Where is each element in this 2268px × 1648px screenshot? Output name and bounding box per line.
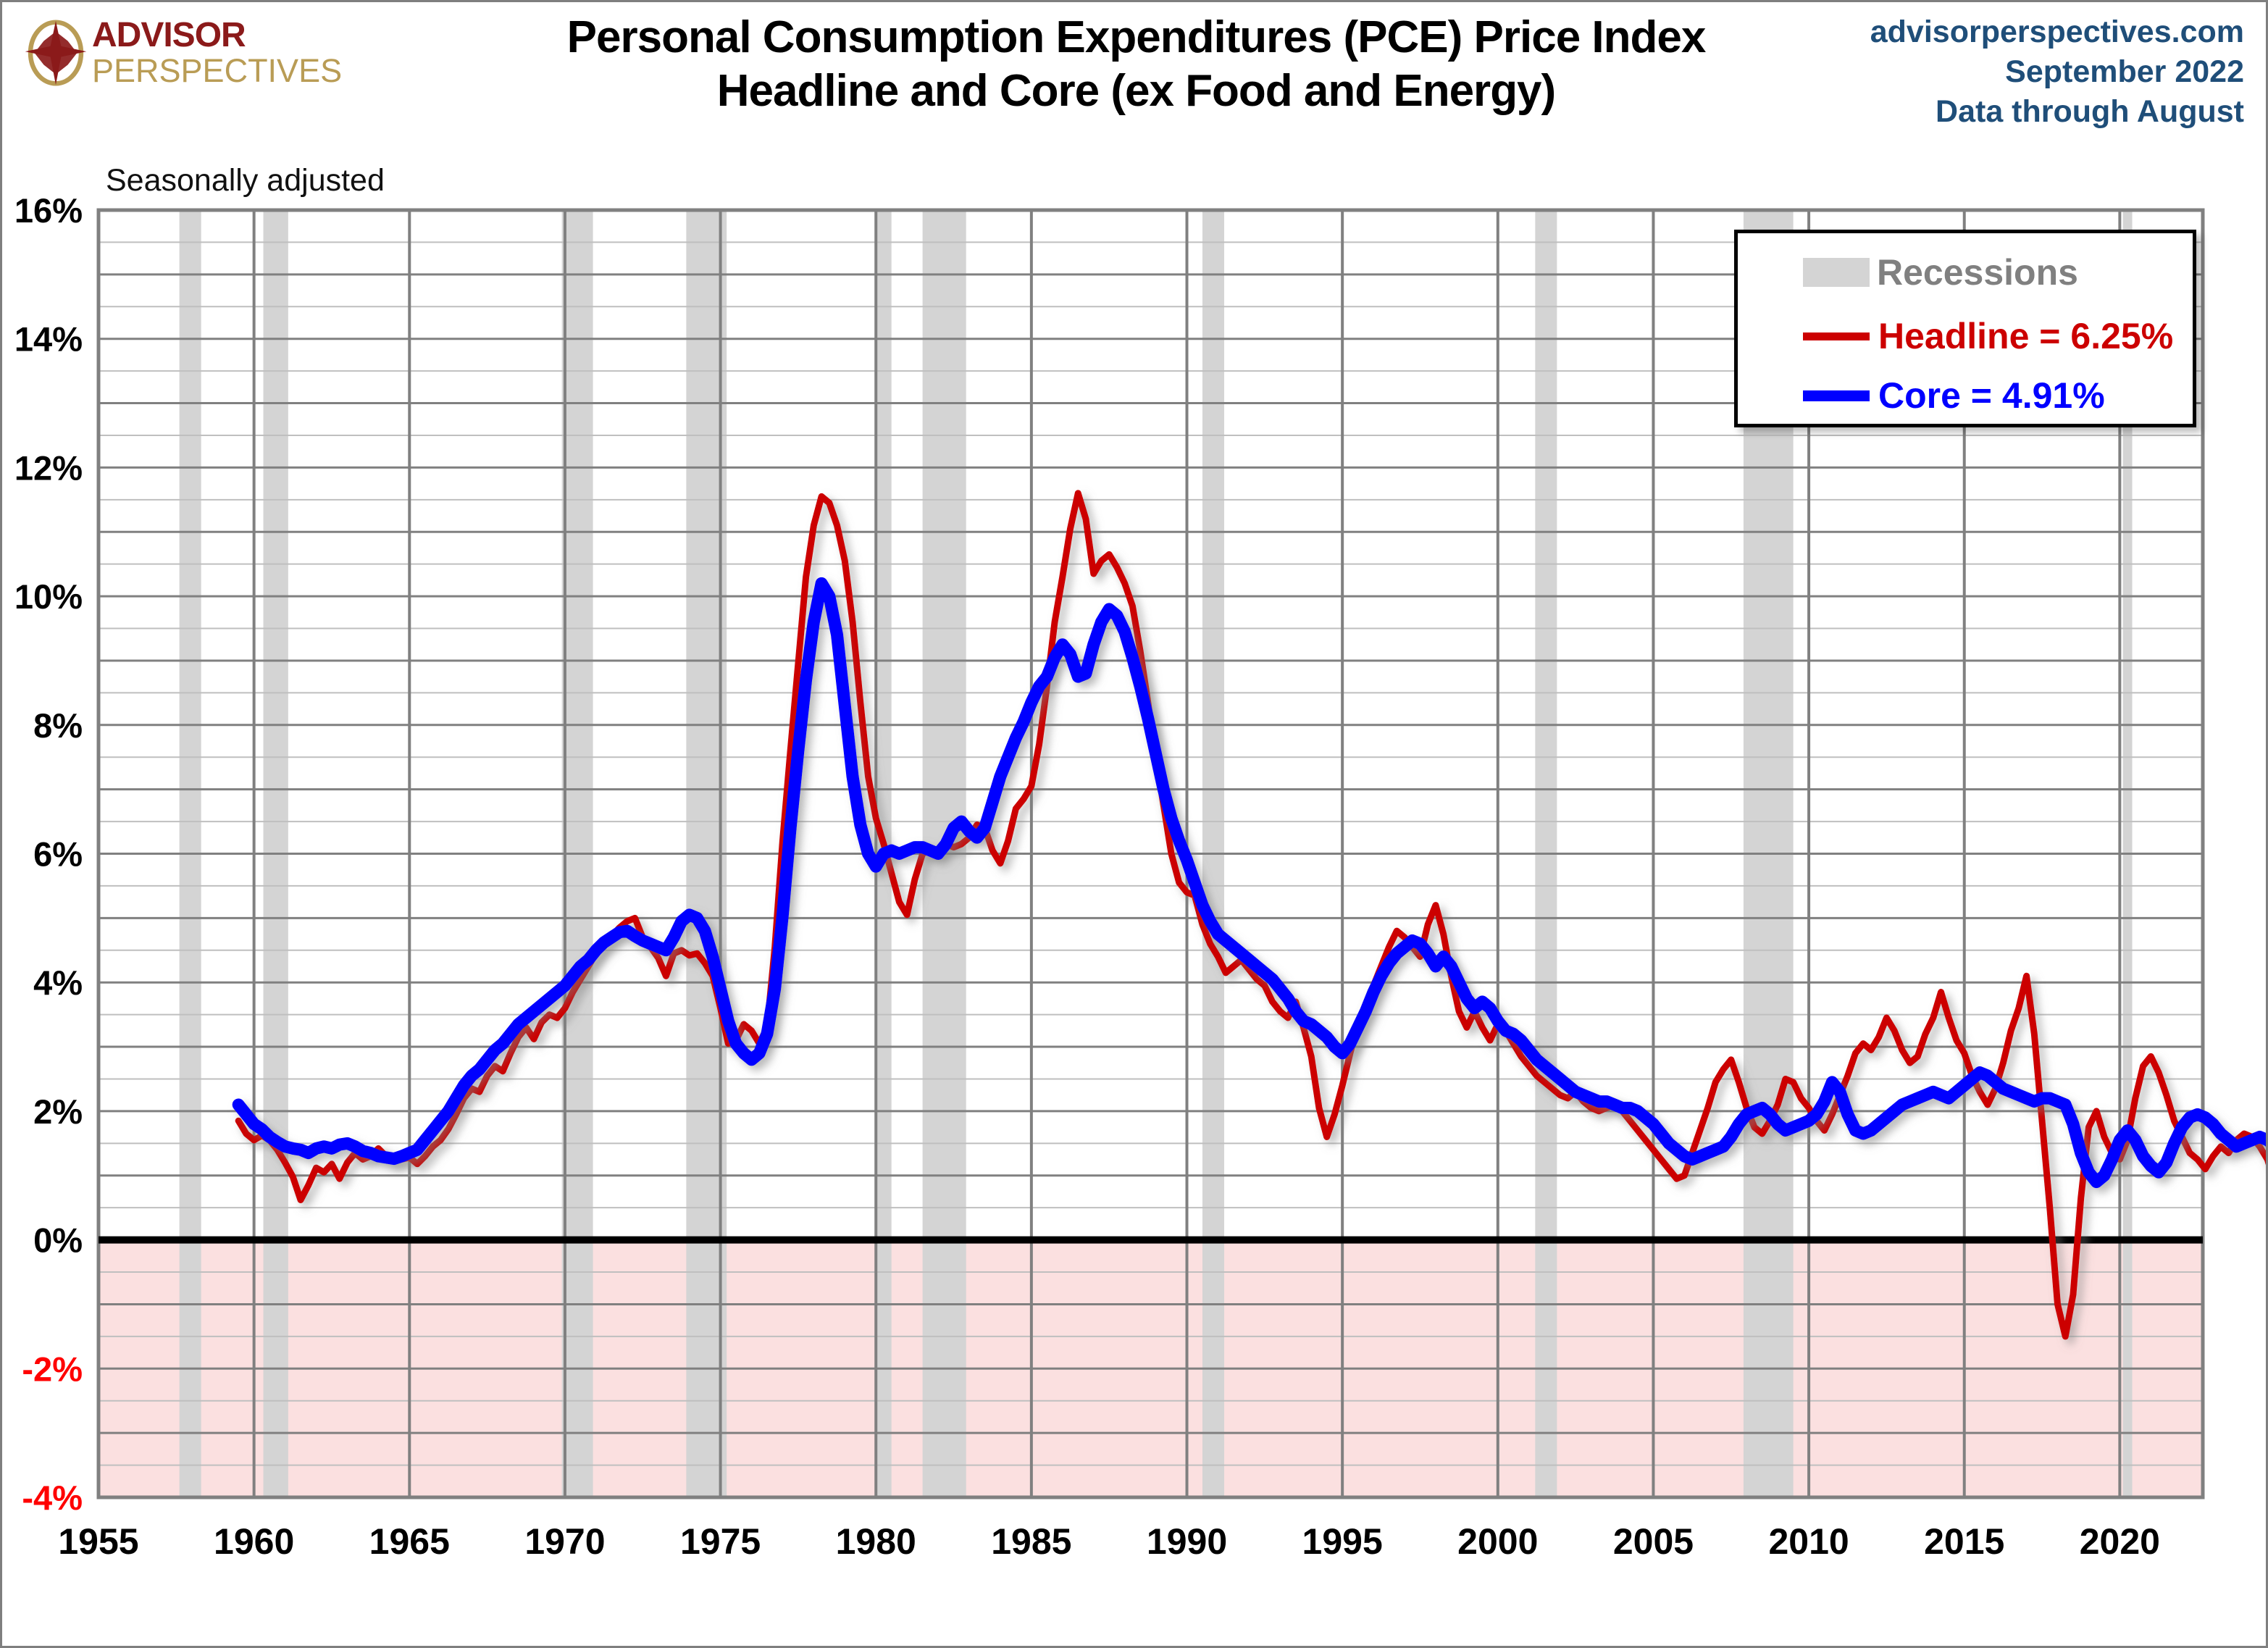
x-tick-label: 2000 xyxy=(1457,1521,1538,1562)
x-tick-label: 1980 xyxy=(836,1521,916,1562)
legend-label-core: Core = 4.91% xyxy=(1878,375,2105,416)
series-line-core xyxy=(232,577,2266,1189)
minor-gridlines xyxy=(99,241,2203,1466)
x-tick-label: 1995 xyxy=(1302,1521,1383,1562)
legend-item-recessions: Recessions xyxy=(1738,249,2193,296)
meta-website: advisorperspectives.com xyxy=(1870,14,2244,49)
y-tick-label: 2% xyxy=(33,1092,83,1131)
logo-perspectives-text: PERSPECTIVES xyxy=(92,52,343,89)
recession-swatch-icon xyxy=(1803,258,1870,287)
x-axis-tick-labels: 1955 1960 1965 1970 1975 1980 1985 1990 1995 2000… xyxy=(58,1521,2160,1562)
y-tick-label: 4% xyxy=(33,963,83,1002)
chart-legend: Recessions Headline = 6.25% Core = 4.91% xyxy=(1734,230,2196,427)
x-tick-label: 1970 xyxy=(524,1521,605,1562)
headline-line-swatch-icon xyxy=(1803,332,1870,340)
x-tick-label: 1965 xyxy=(369,1521,450,1562)
logo-advisor-text: ADVISOR xyxy=(92,16,246,54)
x-tick-label: 1975 xyxy=(680,1521,761,1562)
x-tick-label: 2005 xyxy=(1613,1521,1694,1562)
data-series-group xyxy=(232,490,2266,1340)
y-tick-label: 16% xyxy=(14,191,83,230)
compass-rose-icon xyxy=(25,20,87,86)
legend-label-headline: Headline = 6.25% xyxy=(1878,316,2174,356)
legend-item-headline: Headline = 6.25% xyxy=(1738,313,2193,359)
y-tick-label: -4% xyxy=(22,1478,83,1517)
x-tick-label: 1990 xyxy=(1147,1521,1227,1562)
x-tick-label: 2020 xyxy=(2080,1521,2160,1562)
x-tick-label: 1960 xyxy=(214,1521,294,1562)
y-tick-label: -2% xyxy=(22,1350,83,1388)
x-tick-label: 2015 xyxy=(1924,1521,2004,1562)
core-line-swatch-icon xyxy=(1803,390,1870,401)
y-tick-label: 6% xyxy=(33,835,83,874)
source-meta: advisorperspectives.com September 2022 D… xyxy=(1870,12,2244,132)
meta-data-through: Data through August xyxy=(1936,94,2244,129)
y-tick-label: 12% xyxy=(14,448,83,487)
y-tick-label: 8% xyxy=(33,706,83,745)
y-tick-label: 0% xyxy=(33,1221,83,1260)
y-tick-label: 10% xyxy=(14,577,83,616)
legend-item-core: Core = 4.91% xyxy=(1738,372,2193,419)
x-tick-label: 1985 xyxy=(991,1521,1071,1562)
chart-subtitle: Seasonally adjusted xyxy=(106,163,385,198)
y-tick-label: 14% xyxy=(14,320,83,359)
x-tick-label: 2010 xyxy=(1768,1521,1849,1562)
y-axis-tick-labels: 16% 14% 12% 10% 8% 6% 4% 2% 0% -2% -4% xyxy=(14,191,83,1517)
legend-label-recessions: Recessions xyxy=(1877,252,2078,293)
x-tick-label: 1955 xyxy=(58,1521,138,1562)
advisor-perspectives-logo: ADVISOR PERSPECTIVES xyxy=(22,17,342,96)
plot-border xyxy=(96,208,2205,1499)
meta-date: September 2022 xyxy=(2005,54,2244,89)
